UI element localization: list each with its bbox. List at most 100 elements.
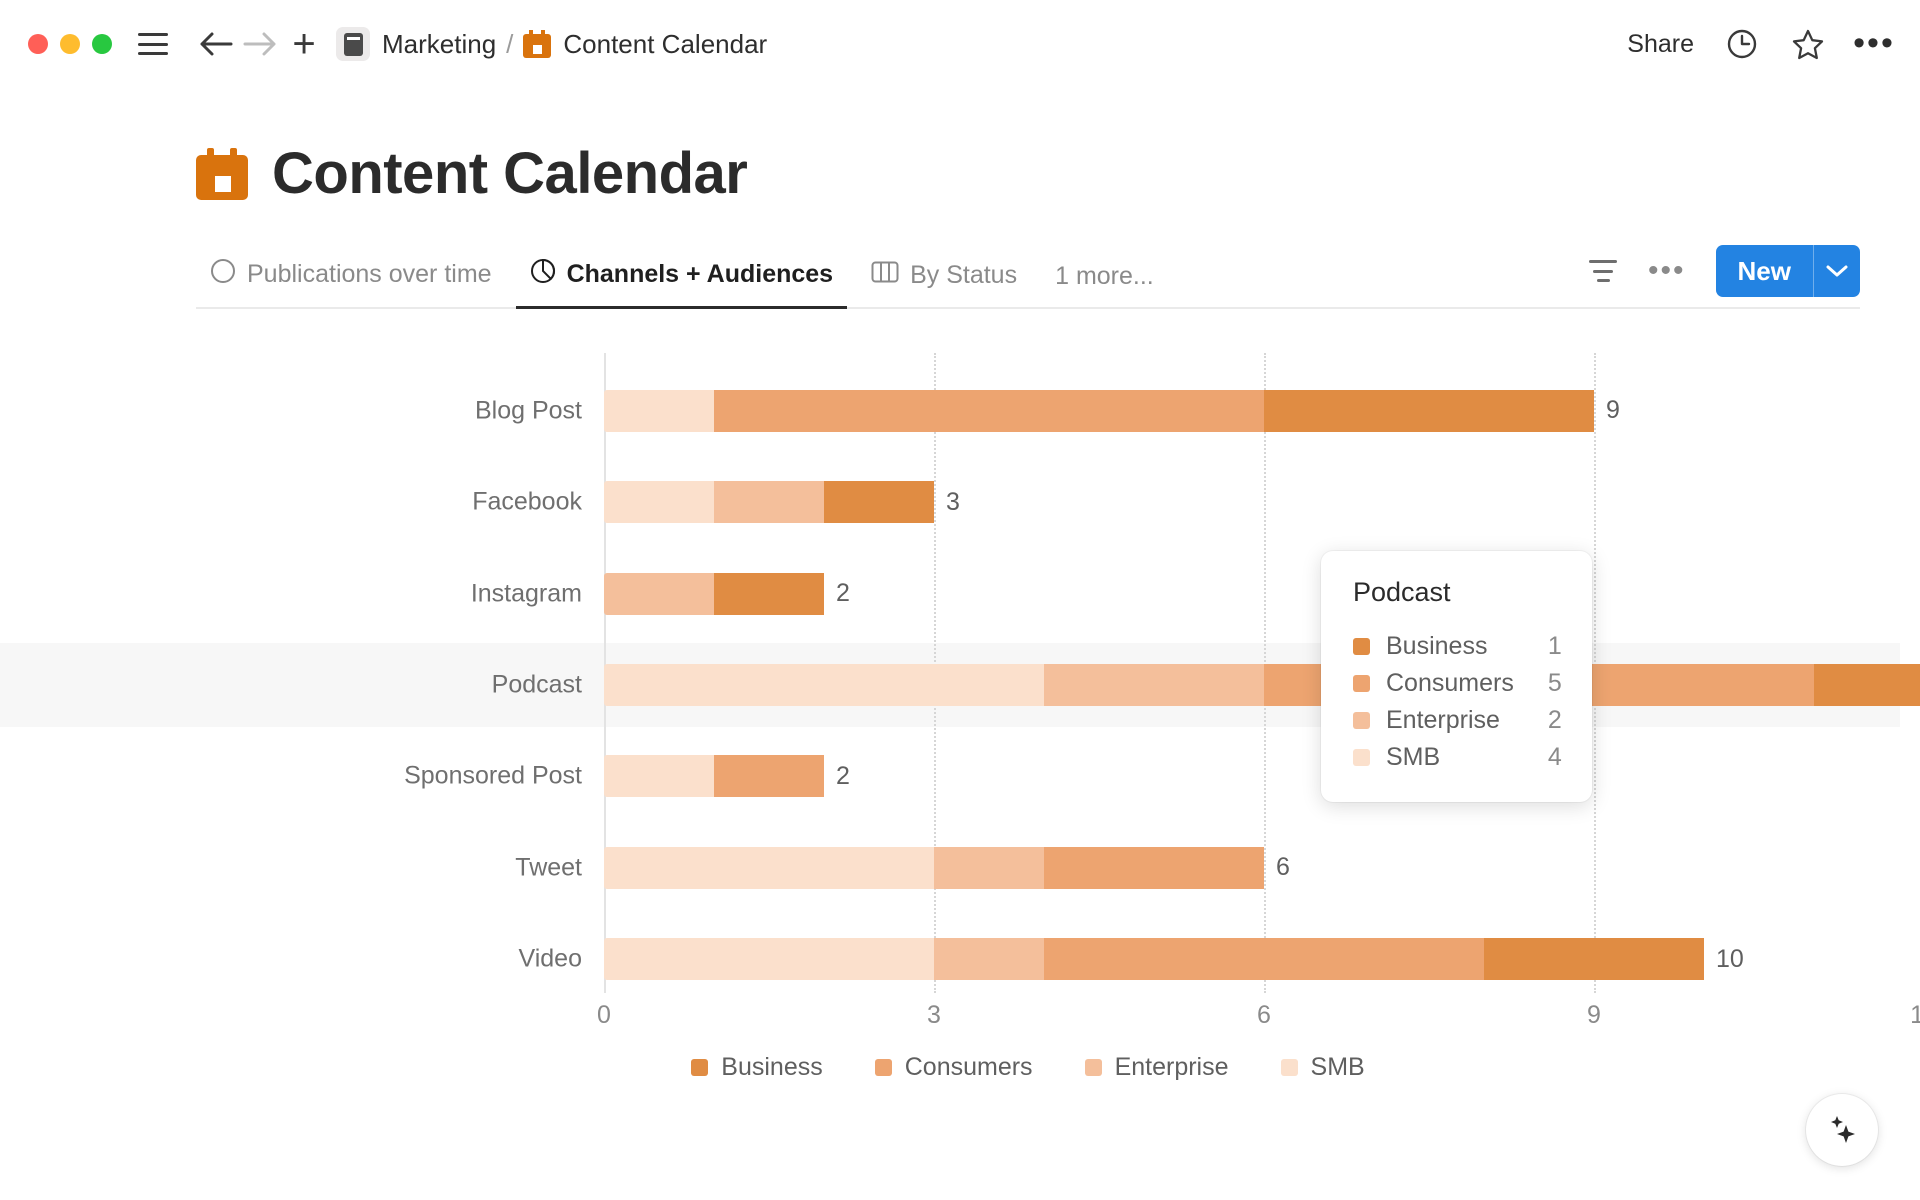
chart-container: Blog Post Facebook Instagram Podcast Sponsor… — [0, 353, 1920, 1082]
legend-label: Business — [721, 1053, 823, 1081]
plus-icon[interactable]: + — [292, 22, 316, 66]
tooltip-row: Business 1 — [1353, 628, 1562, 665]
pie-chart-icon — [530, 258, 556, 291]
chart-bar-segment[interactable] — [934, 846, 1044, 889]
chart-bar-total-label: 3 — [946, 487, 960, 516]
ai-assistant-button[interactable] — [1806, 1094, 1878, 1166]
tooltip-swatch — [1353, 675, 1370, 692]
tooltip-row: SMB 4 — [1353, 739, 1562, 776]
more-options-icon[interactable]: ••• — [1648, 254, 1686, 287]
x-axis: 0 3 6 9 12 — [597, 1001, 1920, 1041]
chart-category-label: Blog Post — [474, 396, 582, 425]
legend-swatch — [1084, 1059, 1102, 1076]
chart-bar-segment[interactable] — [714, 755, 824, 798]
chart-bar-segment[interactable] — [1264, 389, 1594, 432]
chevron-down-icon[interactable] — [1814, 245, 1860, 297]
new-button-label: New — [1737, 255, 1791, 286]
chart-bar-segment[interactable] — [604, 481, 714, 524]
chart-category-labels: Blog Post Facebook Instagram Podcast Sponsor… — [196, 353, 596, 993]
calendar-icon — [196, 147, 248, 200]
tab-by-status[interactable]: By Status — [857, 260, 1031, 307]
star-icon[interactable] — [1790, 26, 1826, 62]
chart-bar-segment[interactable] — [604, 846, 934, 889]
chart-bar-segment[interactable] — [604, 755, 714, 798]
share-button[interactable]: Share — [1627, 29, 1694, 58]
more-options-icon[interactable]: ••• — [1853, 24, 1895, 63]
tooltip-series-name: Business — [1386, 632, 1488, 660]
page-title: Content Calendar — [272, 141, 748, 206]
chart-bar-row[interactable]: 10 — [604, 938, 1744, 981]
chart-bar-row[interactable]: 6 — [604, 846, 1290, 889]
chart-category-label: Video — [518, 944, 583, 973]
legend-item[interactable]: Enterprise — [1084, 1053, 1229, 1082]
chart-bar-segment[interactable] — [1814, 664, 1920, 706]
tab-label: By Status — [910, 261, 1018, 289]
database-icon[interactable] — [336, 27, 370, 61]
new-button[interactable]: New — [1715, 245, 1860, 297]
view-toolbar: ••• New — [1588, 245, 1860, 307]
chart-bar-segment[interactable] — [824, 481, 934, 524]
tab-publications-over-time[interactable]: Publications over time — [196, 258, 506, 307]
x-axis-tick-label: 9 — [1587, 1001, 1601, 1029]
tabs-more-button[interactable]: 1 more... — [1055, 262, 1154, 290]
sidebar-toggle-icon[interactable] — [138, 33, 168, 55]
chart-category-label: Facebook — [472, 487, 582, 516]
chart-bar-segment[interactable] — [714, 481, 824, 524]
breadcrumb-current[interactable]: Content Calendar — [523, 29, 767, 60]
chart-category-label: Instagram — [470, 579, 582, 608]
tab-label: Channels + Audiences — [566, 260, 834, 288]
legend-swatch — [874, 1059, 892, 1076]
chart-bar-segment[interactable] — [604, 938, 934, 981]
legend-item[interactable]: Business — [691, 1053, 823, 1082]
chart-bar-segment[interactable] — [1044, 846, 1264, 889]
calendar-icon — [523, 30, 552, 58]
chart-bar-segment[interactable] — [714, 389, 1264, 432]
back-arrow-icon[interactable] — [194, 22, 238, 66]
tooltip-row: Consumers 5 — [1353, 665, 1562, 702]
chart-category-label: Tweet — [515, 853, 582, 882]
chart-bar-segment[interactable] — [604, 389, 714, 432]
close-window-button[interactable] — [28, 34, 48, 54]
minimize-window-button[interactable] — [60, 34, 80, 54]
legend-label: Consumers — [904, 1053, 1033, 1081]
chart-bar-row[interactable]: 2 — [604, 755, 850, 798]
x-axis-tick-label: 12 — [1910, 1001, 1920, 1029]
chart-bar-segment[interactable] — [1484, 938, 1704, 981]
titlebar-actions: Share ••• — [1627, 24, 1895, 63]
chart-legend: Business Consumers Enterprise SMB — [196, 1053, 1860, 1082]
chart-bar-total-label: 2 — [836, 579, 850, 608]
pie-chart-icon — [210, 258, 236, 291]
x-axis-tick-label: 0 — [597, 1001, 611, 1029]
chart-bar-segment[interactable] — [1044, 938, 1484, 981]
chart-bar-segment[interactable] — [934, 938, 1044, 981]
legend-item[interactable]: Consumers — [874, 1053, 1033, 1082]
forward-arrow-icon[interactable] — [238, 22, 282, 66]
legend-label: Enterprise — [1114, 1053, 1229, 1081]
x-axis-tick-label: 6 — [1257, 1001, 1271, 1029]
tooltip-title: Podcast — [1353, 577, 1451, 607]
legend-item[interactable]: SMB — [1280, 1053, 1365, 1082]
tooltip-series-name: SMB — [1386, 743, 1441, 771]
history-clock-icon[interactable] — [1724, 26, 1760, 62]
new-button-divider — [1813, 245, 1814, 297]
chart-bar-row[interactable]: 9 — [604, 389, 1620, 432]
chart-grid-area: 932122610 — [604, 353, 1920, 993]
filter-icon[interactable] — [1588, 260, 1618, 282]
chart-bar-row[interactable]: 3 — [604, 481, 960, 524]
tooltip-series-name: Consumers — [1386, 669, 1514, 697]
chart-bar-total-label: 2 — [836, 761, 850, 790]
tooltip-swatch — [1353, 638, 1370, 655]
chart-bar-segment[interactable] — [1044, 664, 1264, 706]
tab-channels-audiences[interactable]: Channels + Audiences — [515, 258, 848, 309]
chart-bar-segment[interactable] — [604, 664, 1044, 706]
chart-bar-row[interactable]: 12 — [604, 664, 1920, 706]
breadcrumb-parent[interactable]: Marketing — [382, 28, 497, 59]
chart-bar-segment[interactable] — [714, 572, 824, 615]
chart-plot-area: Blog Post Facebook Instagram Podcast Sponsor… — [0, 353, 1920, 1029]
chart-bar-row[interactable]: 2 — [604, 572, 850, 615]
legend-swatch — [1280, 1059, 1298, 1076]
maximize-window-button[interactable] — [92, 34, 112, 54]
chart-bar-segment[interactable] — [604, 572, 714, 615]
tooltip-series-value: 2 — [1547, 706, 1562, 734]
legend-swatch — [691, 1059, 709, 1076]
